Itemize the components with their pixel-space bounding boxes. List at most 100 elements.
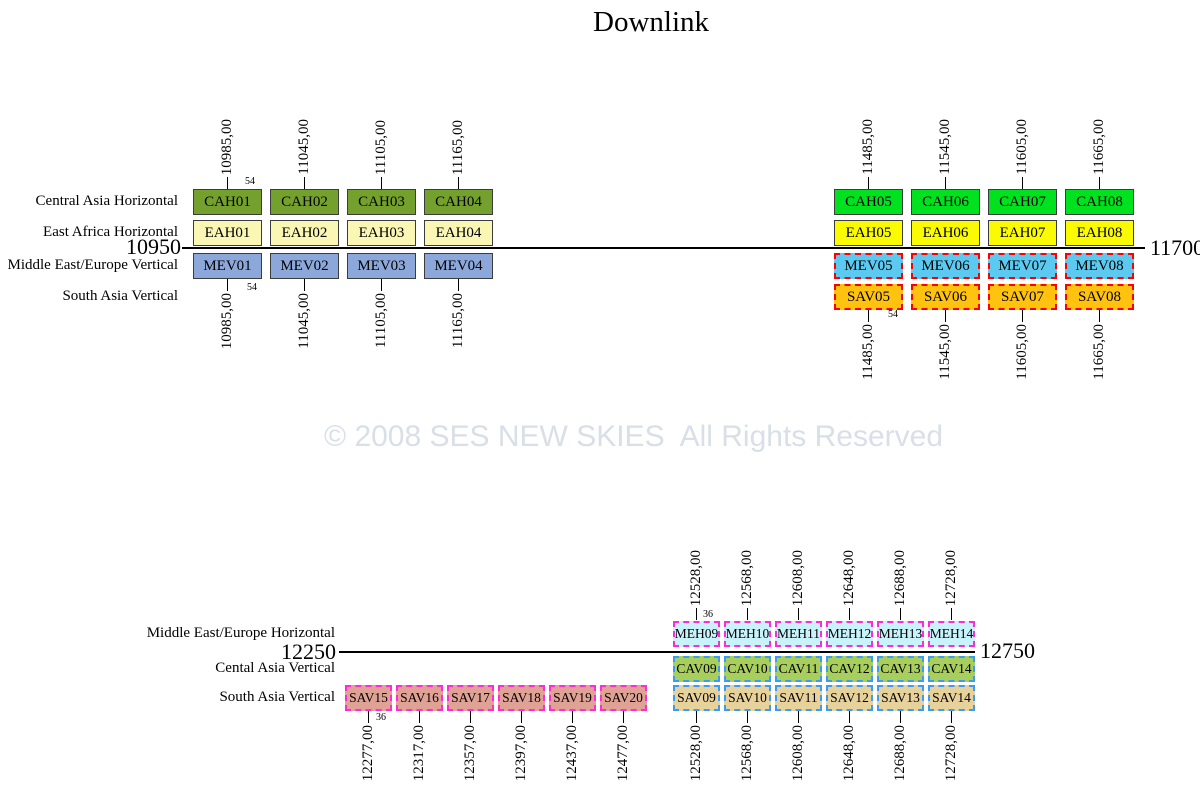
frequency-label-text: 11605,00 [1014,324,1030,380]
frequency-label-text: 11665,00 [1091,119,1107,175]
frequency-label: 12317,00 [396,711,443,793]
row-label-south-asia-vertical-bottom: South Asia Vertical [219,689,335,705]
channel-box-text: EAH01 [204,224,251,241]
channel-box: CAH07 [988,189,1057,215]
channel-box: SAV14 [928,685,975,711]
frequency-label: 12608,00 [775,711,822,793]
channel-box: SAV15 [345,685,392,711]
row-label-central-asia-horizontal: Central Asia Horizontal [35,193,178,209]
frequency-label-text: 11665,00 [1091,324,1107,380]
channel-box-text: CAV09 [676,661,717,677]
bottom-right-lower-frequency-row: 12528,00 12568,00 12608,00 12648,00 12688,00… [673,711,975,793]
channel-box: CAV10 [724,656,771,682]
frequency-label-text: 11165,00 [450,119,466,175]
channel-box-text: SAV14 [932,690,971,706]
sav-right-channel-row: SAV05 SAV06 SAV07 SAV08 [834,284,1134,310]
frequency-label-text: 12528,00 [688,725,704,782]
frequency-label: 12608,00 [775,538,822,620]
page-title: Downlink [593,6,709,38]
channel-box-text: SAV07 [1000,288,1045,305]
channel-box: MEV02 [270,253,339,279]
channel-box-text: MEH12 [827,626,872,642]
frequency-label: 11605,00 [988,310,1057,392]
channel-box-text: MEV04 [434,257,483,274]
channel-box-text: MEV01 [203,257,252,274]
channel-box: EAH02 [270,220,339,246]
frequency-label-text: 12317,00 [411,725,427,782]
channel-box-text: MEH14 [929,626,974,642]
channel-box-text: EAH02 [281,224,328,241]
frequency-label-text: 11485,00 [860,119,876,175]
channel-box: SAV09 [673,685,720,711]
channel-box: MEV04 [424,253,493,279]
channel-box-text: SAV20 [604,690,643,706]
channel-box: EAH03 [347,220,416,246]
mev-right-channel-row: MEV05 MEV06 MEV07 MEV08 [834,253,1134,279]
channel-box-text: MEV03 [357,257,406,274]
frequency-label-text: 12277,00 [360,725,376,782]
channel-box-text: EAH08 [1076,224,1123,241]
frequency-label-text: 12608,00 [790,549,806,606]
frequency-label: 11545,00 [911,310,980,392]
frequency-label-text: 12688,00 [892,549,908,606]
channel-box-text: SAV17 [451,690,490,706]
channel-box-text: SAV06 [923,288,968,305]
channel-box: CAH06 [911,189,980,215]
frequency-label-text: 11045,00 [296,293,312,349]
frequency-label: 12357,00 [447,711,494,793]
frequency-label: 12728,00 [928,538,975,620]
frequency-label-text: 11045,00 [296,119,312,175]
channel-box-text: CAV10 [727,661,768,677]
row-label-middle-east-europe-vertical: Middle East/Europe Vertical [7,257,178,273]
channel-box-text: CAV14 [931,661,972,677]
channel-box: MEV03 [347,253,416,279]
channel-box-text: SAV12 [830,690,869,706]
channel-box-text: EAH07 [999,224,1046,241]
channel-box: CAV09 [673,656,720,682]
channel-box: MEH12 [826,621,873,647]
frequency-label-text: 11545,00 [937,119,953,175]
frequency-label-text: 12568,00 [739,725,755,782]
axis-start-frequency-bottom: 12250 [281,639,336,664]
channel-box-text: SAV10 [728,690,767,706]
channel-box: SAV13 [877,685,924,711]
bandwidth-label-54-b: 54 [247,282,257,293]
frequency-label: 11485,00 [834,310,903,392]
frequency-label: 11165,00 [424,279,493,361]
frequency-label: 11045,00 [270,107,339,189]
frequency-label-text: 12728,00 [943,549,959,606]
frequency-label-text: 12688,00 [892,725,908,782]
channel-box: SAV06 [911,284,980,310]
row-label-east-africa-horizontal: East Africa Horizontal [43,224,178,240]
channel-box: SAV20 [600,685,647,711]
channel-box-text: MEV06 [921,257,970,274]
channel-box: CAH08 [1065,189,1134,215]
frequency-label-text: 12568,00 [739,549,755,606]
channel-box-text: MEV02 [280,257,329,274]
channel-box: CAH01 [193,189,262,215]
mev-left-channel-row: MEV01 MEV02 MEV03 MEV04 [193,253,493,279]
channel-box-text: SAV09 [677,690,716,706]
sav15-20-channel-row: SAV15 SAV16 SAV17 SAV18 SAV19 SAV20 [345,685,647,711]
channel-box: MEV06 [911,253,980,279]
channel-box-text: CAH07 [999,193,1046,210]
frequency-label-text: 10985,00 [219,293,235,350]
frequency-label: 11105,00 [347,107,416,189]
frequency-label: 12437,00 [549,711,596,793]
channel-box-text: SAV18 [502,690,541,706]
channel-box-text: MEH10 [725,626,770,642]
frequency-label-text: 12397,00 [513,725,529,782]
channel-box: MEV08 [1065,253,1134,279]
copyright-watermark: © 2008 SES NEW SKIES All Rights Reserved [324,420,944,453]
frequency-label: 11605,00 [988,107,1057,189]
channel-box-text: CAV13 [880,661,921,677]
channel-box-text: MEV05 [844,257,893,274]
frequency-label: 12688,00 [877,538,924,620]
channel-box-text: SAV08 [1077,288,1122,305]
channel-box: SAV11 [775,685,822,711]
frequency-label: 12568,00 [724,538,771,620]
row-label-middle-east-europe-horizontal: Middle East/Europe Horizontal [146,625,335,641]
frequency-label: 12528,00 [673,538,720,620]
channel-box-text: CAH08 [1076,193,1123,210]
channel-box: SAV08 [1065,284,1134,310]
